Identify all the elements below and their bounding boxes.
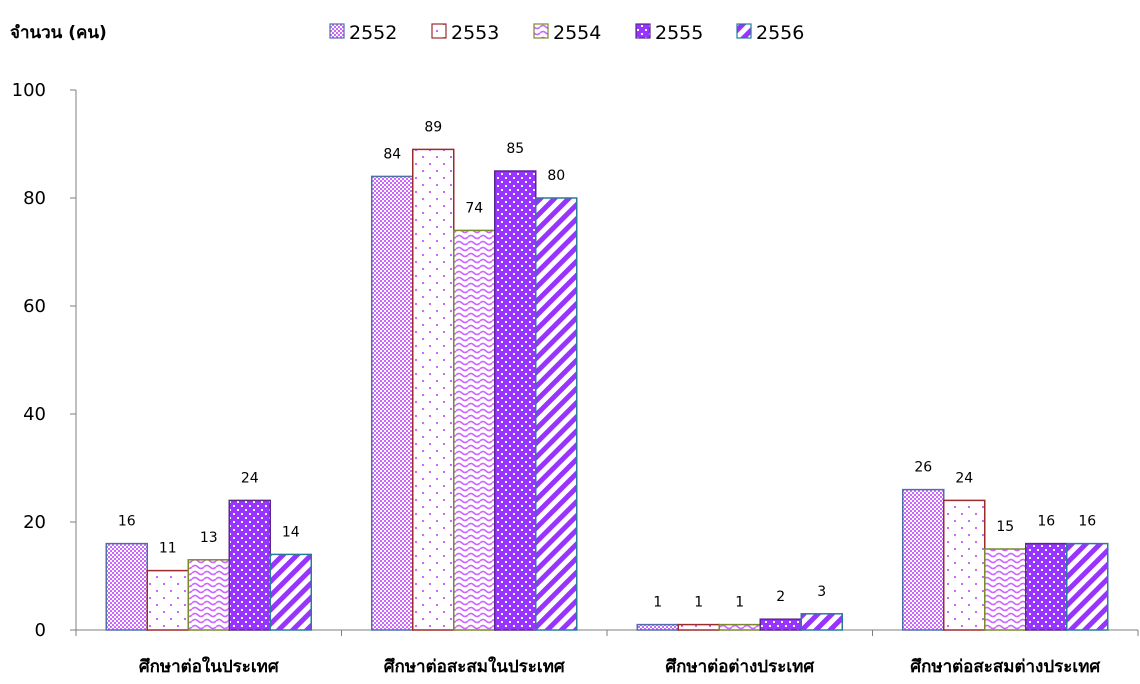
bar — [371, 175, 414, 631]
x-tick-label: ศึกษาต่อสะสมต่างประเทศ — [910, 657, 1101, 677]
legend-label: 2556 — [756, 22, 804, 44]
legend-swatch — [635, 23, 651, 39]
data-label: 14 — [282, 524, 300, 540]
bar — [269, 553, 312, 631]
data-label: 16 — [118, 514, 136, 530]
bar — [984, 548, 1027, 631]
data-label: 89 — [424, 119, 442, 135]
x-axis: ศึกษาต่อในประเทศ ศึกษาต่อสะสมในประเทศ ศึกษ… — [75, 629, 1139, 677]
x-tick-label: ศึกษาต่อสะสมในประเทศ — [384, 656, 566, 677]
data-label: 1 — [735, 595, 744, 611]
legend-label: 2553 — [451, 22, 499, 44]
bar — [146, 569, 189, 631]
data-label: 2 — [776, 589, 785, 605]
bar — [535, 197, 578, 631]
data-label: 84 — [383, 146, 401, 162]
bar — [759, 618, 802, 631]
y-axis: 0 20 40 60 80 100 — [12, 80, 77, 641]
data-label: 15 — [996, 519, 1014, 535]
data-label: 26 — [914, 460, 932, 476]
data-label: 16 — [1078, 514, 1096, 530]
y-axis-title: จำนวน (คน) — [10, 23, 107, 43]
y-tick-label: 80 — [23, 188, 46, 209]
legend-swatch — [329, 23, 345, 39]
bar — [943, 499, 986, 631]
data-label: 74 — [465, 200, 483, 216]
bar — [494, 170, 537, 631]
y-tick-label: 60 — [23, 296, 46, 317]
bar — [453, 229, 496, 631]
bar — [1066, 542, 1109, 631]
bar — [636, 623, 679, 631]
bar — [902, 488, 945, 631]
y-tick-label: 0 — [35, 620, 46, 641]
bar — [800, 613, 843, 631]
bar — [1025, 542, 1068, 631]
legend-label: 2555 — [655, 22, 703, 44]
bar — [677, 623, 720, 631]
bar — [187, 559, 230, 631]
legend-swatch — [533, 23, 549, 39]
bar — [718, 623, 761, 631]
y-tick-label: 20 — [23, 512, 46, 533]
data-label: 11 — [159, 541, 177, 557]
data-label: 80 — [547, 168, 565, 184]
bar — [228, 499, 271, 631]
data-label: 85 — [506, 141, 524, 157]
y-tick-label: 40 — [23, 404, 46, 425]
bars — [105, 148, 1109, 631]
legend-label: 2554 — [553, 22, 601, 44]
data-label: 3 — [817, 584, 826, 600]
x-tick-label: ศึกษาต่อต่างประเทศ — [665, 657, 815, 677]
bar — [412, 148, 455, 631]
data-label: 24 — [955, 470, 973, 486]
y-tick-label: 100 — [12, 80, 46, 101]
legend-swatch — [736, 23, 752, 39]
data-label: 13 — [200, 530, 218, 546]
data-label: 1 — [694, 595, 703, 611]
legend-swatch — [431, 23, 447, 39]
data-label: 24 — [241, 470, 259, 486]
bar — [105, 542, 148, 631]
data-label: 16 — [1037, 514, 1055, 530]
x-tick-label: ศึกษาต่อในประเทศ — [139, 656, 280, 677]
legend: 2552 2553 2554 2555 2556 — [329, 22, 804, 44]
legend-label: 2552 — [349, 22, 397, 44]
data-label: 1 — [653, 595, 662, 611]
